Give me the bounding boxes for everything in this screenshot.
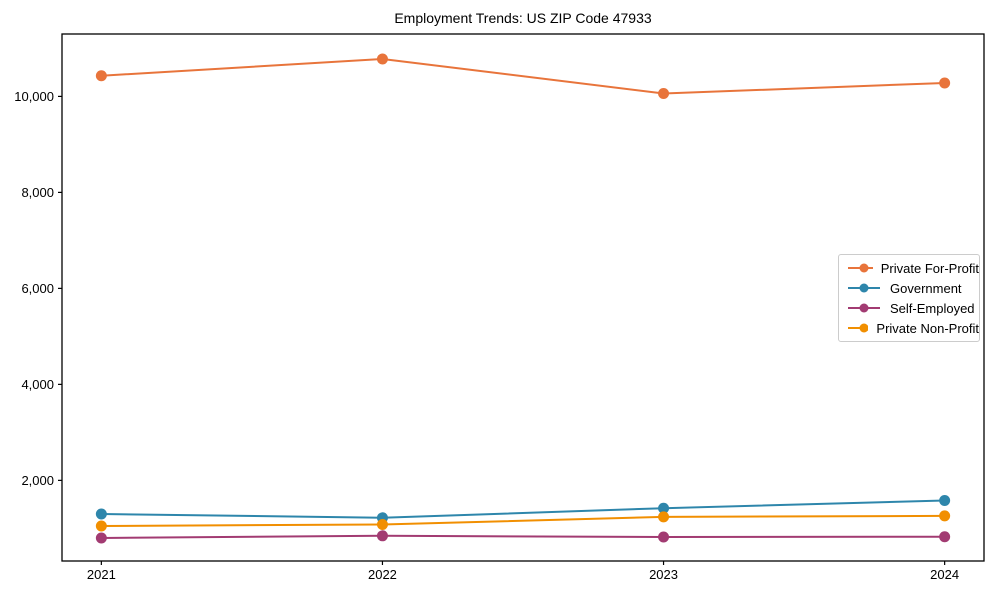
plot-frame	[61, 33, 985, 562]
series-line	[101, 514, 945, 527]
data-point-marker	[939, 531, 951, 543]
legend: Private For-Profit Government Self-Employe…	[838, 254, 980, 342]
data-point-marker	[376, 53, 388, 65]
legend-label: Private For-Profit	[880, 260, 979, 276]
y-tick-label: 2,000	[21, 473, 54, 488]
data-point-marker	[95, 520, 107, 532]
data-point-marker	[95, 70, 107, 82]
legend-marker-icon	[848, 303, 880, 313]
data-point-marker	[939, 495, 951, 507]
legend-dot	[859, 303, 869, 313]
legend-dot	[859, 283, 869, 293]
data-point-marker	[939, 510, 951, 522]
legend-item: Private Non-Profit	[846, 318, 979, 338]
chart-title: Employment Trends: US ZIP Code 47933	[394, 10, 652, 26]
legend-item: Government	[846, 278, 979, 298]
legend-label: Private Non-Profit	[876, 320, 979, 336]
data-point-marker	[376, 530, 388, 542]
series-line	[101, 57, 945, 95]
data-point-marker	[95, 532, 107, 544]
series-line	[101, 499, 945, 519]
y-tick-label: 6,000	[21, 281, 54, 296]
data-point-marker	[658, 511, 670, 523]
y-tick-label: 10,000	[14, 89, 54, 104]
legend-marker-icon	[848, 263, 873, 273]
legend-dot	[859, 263, 869, 273]
legend-marker-icon	[848, 323, 869, 333]
x-tick-label: 2022	[368, 567, 397, 582]
legend-item: Private For-Profit	[846, 258, 979, 278]
data-point-marker	[658, 531, 670, 543]
y-tick-label: 8,000	[21, 185, 54, 200]
data-point-marker	[95, 508, 107, 520]
series-line	[101, 534, 945, 539]
legend-marker-icon	[848, 283, 880, 293]
data-point-marker	[939, 77, 951, 89]
legend-item: Self-Employed	[846, 298, 979, 318]
data-point-marker	[376, 519, 388, 531]
x-tick-label: 2024	[930, 567, 959, 582]
x-tick-label: 2023	[649, 567, 678, 582]
legend-dot	[859, 323, 869, 333]
legend-label: Self-Employed	[890, 300, 975, 316]
data-point-marker	[658, 502, 670, 514]
data-point-marker	[658, 88, 670, 100]
legend-label: Government	[890, 280, 962, 296]
x-tick-label: 2021	[87, 567, 116, 582]
y-tick-label: 4,000	[21, 377, 54, 392]
